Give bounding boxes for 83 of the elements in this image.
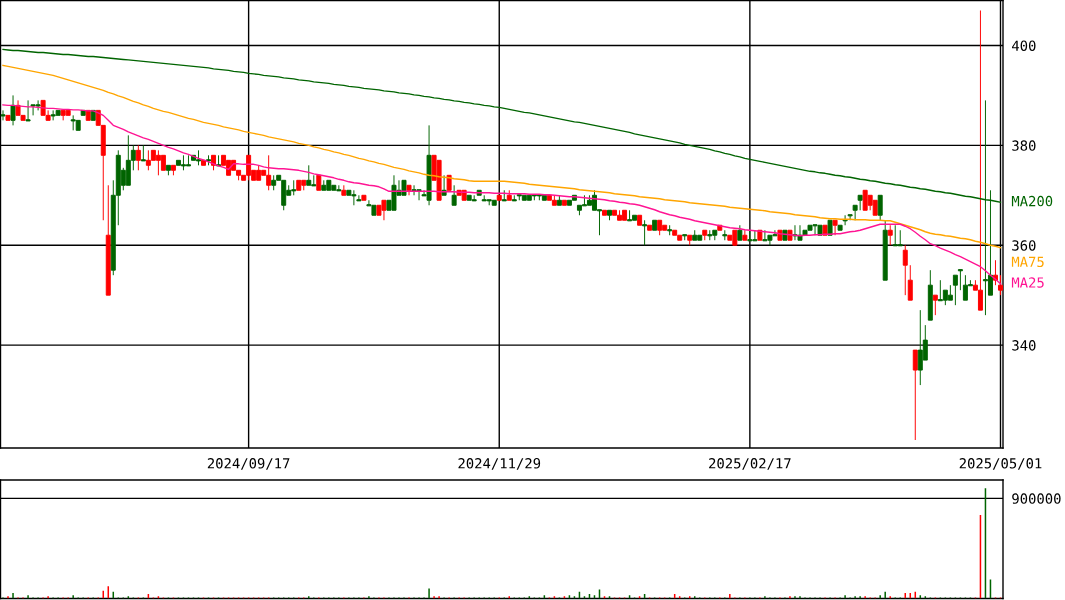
y-tick-label: 380 [1012, 140, 1036, 151]
candlestick [10, 94, 16, 126]
candlestick [637, 214, 643, 226]
candlestick [932, 294, 938, 316]
candlestick [5, 114, 11, 121]
candlestick [607, 209, 613, 221]
candlestick [687, 234, 693, 246]
candlestick [406, 184, 412, 196]
candlestick [105, 184, 111, 296]
candlestick [491, 199, 497, 206]
series-label: MA75 [1011, 256, 1044, 268]
candlestick [316, 174, 322, 191]
candlestick [165, 164, 171, 176]
candlestick [501, 189, 507, 202]
candlestick [556, 194, 562, 206]
candlestick [135, 144, 141, 171]
y-tick-label: 400 [1012, 40, 1036, 51]
candlestick [832, 219, 838, 236]
candlestick [897, 229, 903, 247]
candlestick [361, 194, 367, 201]
candlestick [541, 194, 547, 201]
candlestick [882, 219, 888, 281]
candlestick [551, 194, 557, 206]
candlestick [947, 284, 953, 301]
line-series [2, 104, 1002, 285]
candlestick [657, 219, 663, 236]
candlestick [321, 179, 327, 191]
candlestick [642, 219, 648, 246]
y-tick-label: 360 [1012, 240, 1036, 251]
candlestick [887, 224, 893, 246]
candlestick [907, 264, 913, 301]
candlestick [140, 144, 146, 162]
candlestick [506, 189, 512, 201]
candlestick [682, 234, 688, 241]
candlestick [0, 109, 6, 121]
candlestick [306, 164, 312, 186]
line-series [2, 64, 1002, 249]
candlestick [185, 154, 191, 167]
candlestick [747, 229, 753, 242]
candlestick [496, 194, 502, 201]
candlestick [667, 224, 673, 236]
candlestick [652, 219, 658, 231]
candlestick [902, 244, 908, 296]
candlestick [912, 349, 918, 441]
x-tick-label: 2024/11/29 [458, 458, 541, 470]
candlestick [341, 184, 347, 196]
candlestick [998, 274, 1003, 296]
candlestick [877, 194, 883, 221]
y-tick-label: 340 [1012, 340, 1036, 351]
y-tick-label: 900000 [1012, 493, 1061, 504]
candlestick [206, 154, 212, 166]
series-label: MA25 [1011, 277, 1044, 288]
candlestick [722, 229, 728, 241]
candlestick [451, 184, 457, 206]
candlestick [707, 229, 713, 241]
candlestick [471, 194, 477, 202]
candlestick [957, 269, 963, 291]
candlestick [65, 109, 71, 116]
candlestick [952, 274, 958, 306]
candlestick [742, 229, 748, 241]
candlestick [837, 224, 843, 231]
series-label: MA200 [1011, 195, 1053, 207]
candlestick [872, 199, 878, 216]
candlestick [602, 209, 607, 216]
candlestick [692, 229, 698, 241]
candlestick [376, 204, 382, 216]
candlestick [160, 154, 166, 171]
x-tick-label: 2025/05/01 [959, 458, 1042, 470]
x-tick-label: 2025/02/17 [709, 458, 791, 470]
x-tick-label: 2024/09/17 [207, 458, 290, 470]
candlestick [561, 199, 567, 206]
candlestick [927, 269, 933, 321]
candlestick [977, 10, 983, 311]
candlestick [511, 194, 517, 202]
candlestick [170, 164, 176, 176]
candlestick [296, 179, 302, 191]
candlestick [627, 209, 633, 222]
candlestick [702, 229, 708, 241]
candlestick [75, 119, 81, 131]
candlestick [647, 224, 653, 231]
candlestick [25, 99, 31, 122]
candlestick [271, 174, 277, 191]
candlestick [737, 224, 743, 241]
